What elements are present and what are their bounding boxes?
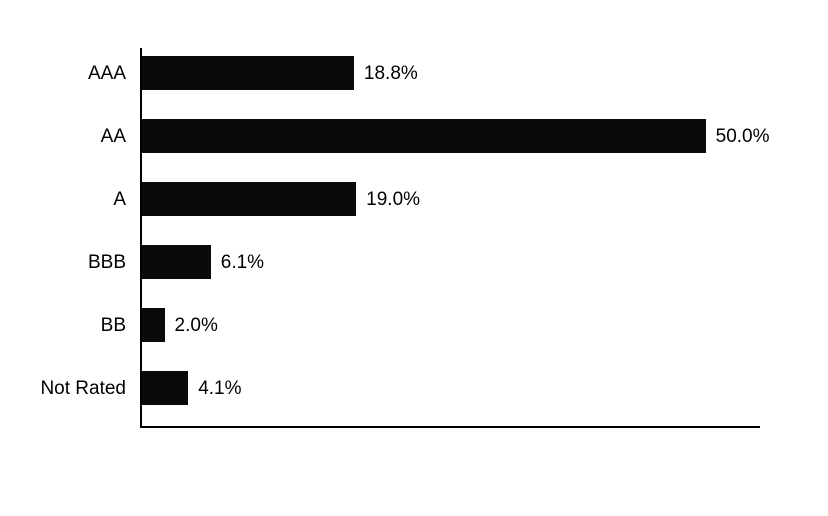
value-label: 19.0% (366, 189, 420, 211)
plot-area: AAA18.8% AA50.0% A19.0% BBB6.1% BB2.0% Not Ra… (140, 48, 760, 428)
bar (142, 56, 354, 90)
category-label: A (113, 189, 126, 211)
value-label: 4.1% (198, 378, 241, 400)
bar (142, 245, 211, 279)
ratings-bar-chart: AAA18.8%AA50.0%A19.0%BBB6.1%BB2.0%Not Ra… (0, 0, 828, 516)
bar (142, 119, 706, 153)
bar (142, 371, 188, 405)
category-label: Not Rated (40, 378, 126, 400)
bar-row: AAA18.8% (140, 56, 760, 90)
category-label: BBB (88, 252, 126, 274)
category-label: AAA (88, 63, 126, 85)
bar (142, 308, 165, 342)
value-label: 18.8% (364, 63, 418, 85)
bar (142, 182, 356, 216)
bar-row: BB2.0% (140, 308, 760, 342)
bar-row: AA50.0% (140, 119, 760, 153)
bar-row: Not Rated4.1% (140, 371, 760, 405)
category-label: AA (101, 126, 126, 148)
value-label: 6.1% (221, 252, 264, 274)
value-label: 50.0% (716, 126, 770, 148)
bar-row: A19.0% (140, 182, 760, 216)
category-label: BB (101, 315, 126, 337)
bar-row: BBB6.1% (140, 245, 760, 279)
x-axis (140, 426, 760, 428)
value-label: 2.0% (175, 315, 218, 337)
